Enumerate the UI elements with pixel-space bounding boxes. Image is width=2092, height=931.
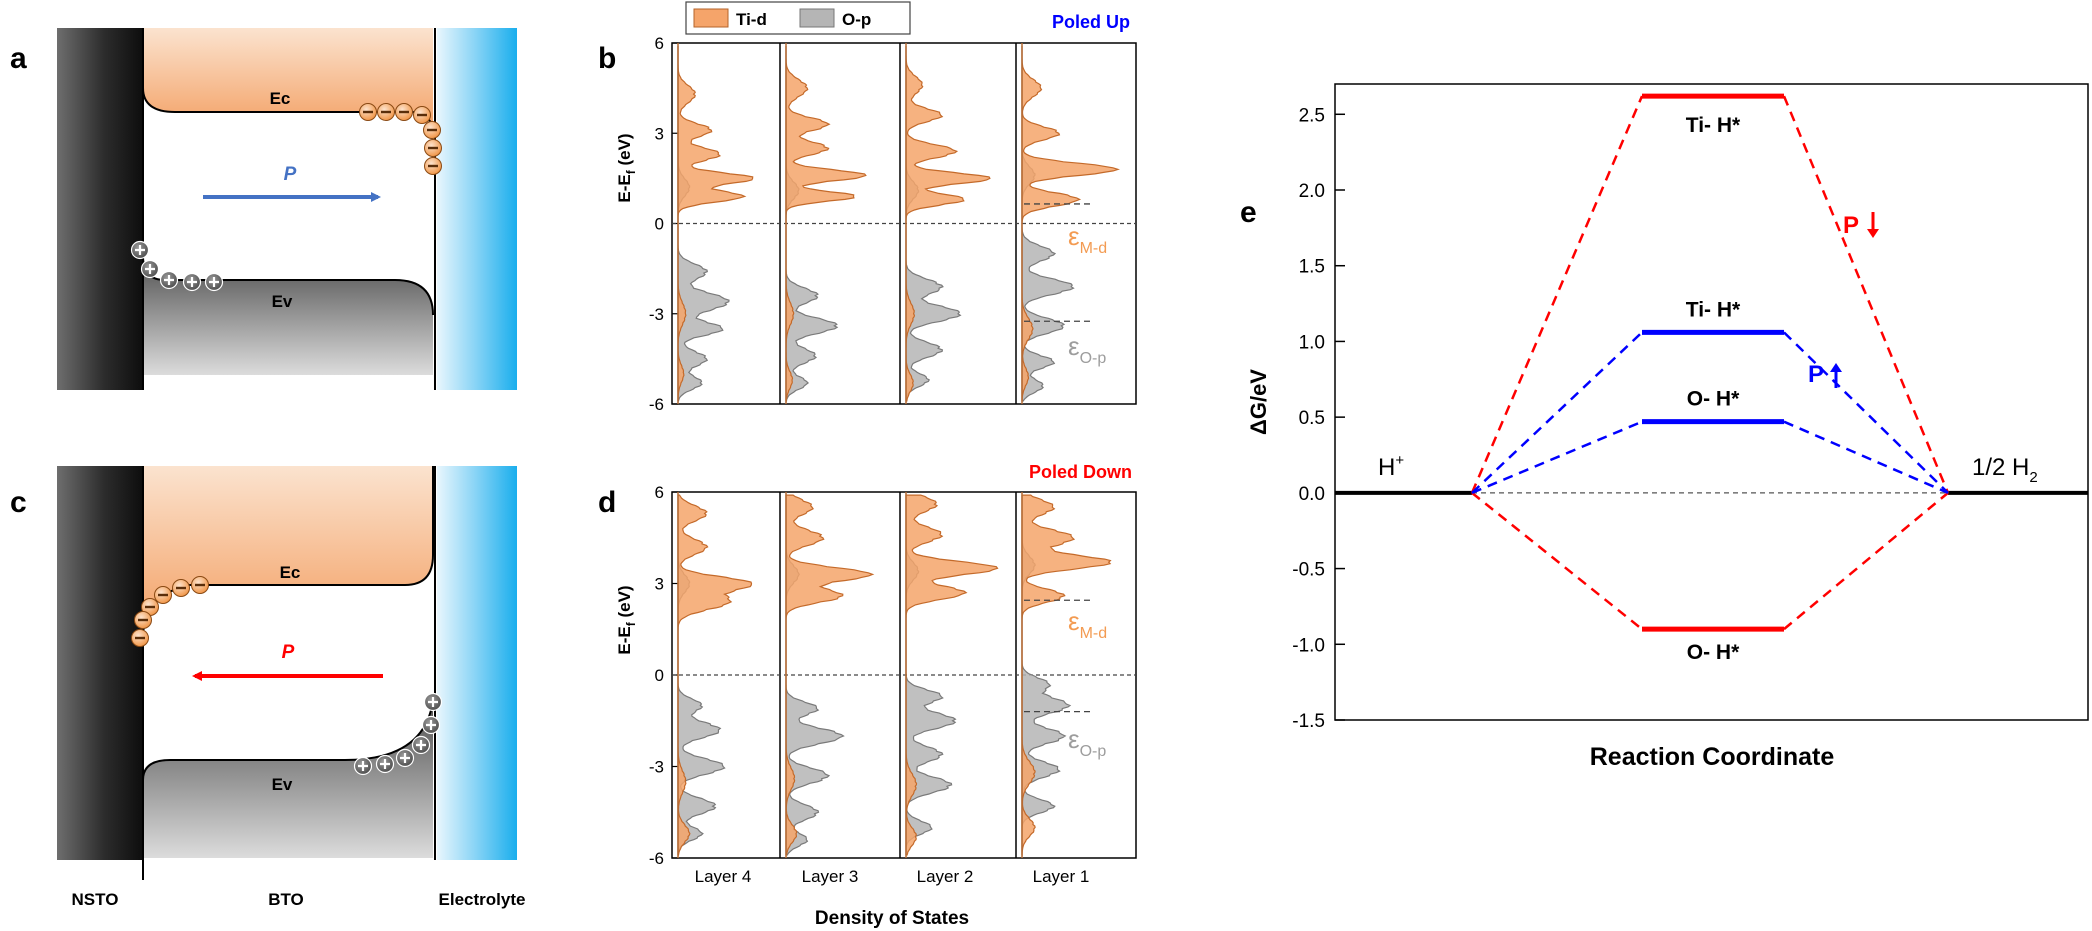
poled-down-title: Poled Down — [1029, 462, 1132, 482]
p-up-letter: P — [1808, 361, 1824, 388]
p-down-annotation: P — [1843, 212, 1879, 239]
dos-panels: b d Ti-d O-p Poled Up Poled Down E-Ef (e… — [598, 1, 1137, 929]
e-connector-left — [1470, 95, 1644, 494]
p-down-arrow-icon — [1867, 229, 1879, 238]
panel-a-band-diagram: a Ec Ev P — [10, 28, 517, 390]
e-ytick-label: 2.5 — [1299, 105, 1325, 126]
eps-md-label-b: εM-d — [1068, 221, 1107, 257]
e-level-label: Ti- H* — [1686, 298, 1741, 321]
dos-legend: Ti-d O-p — [685, 1, 911, 35]
legend-label-o-p: O-p — [842, 10, 871, 29]
e-level-label: Ti- H* — [1686, 114, 1741, 137]
dos-ytick-label: -3 — [649, 305, 664, 324]
dos-ytick-label: 3 — [655, 575, 664, 594]
dos-ytick-label: -6 — [649, 395, 664, 414]
e-connector-right — [1783, 420, 1949, 495]
e-level-label: O- H* — [1687, 388, 1740, 411]
e-ytick-label: 0.5 — [1299, 408, 1325, 429]
e-plot-frame — [1334, 83, 2089, 721]
e-connector-right — [1782, 95, 1950, 494]
electrolyte-label: Electrolyte — [439, 890, 526, 909]
p-up-annotation: P — [1808, 361, 1842, 388]
e-ytick-label: -0.5 — [1292, 560, 1325, 581]
eps-op-label-d: εO-p — [1068, 724, 1106, 760]
e-ytick-label: -1.5 — [1292, 711, 1325, 732]
polarization-label-a: P — [284, 164, 297, 185]
dos-ytick-label: 0 — [655, 215, 664, 234]
p-up-arrow-icon — [1830, 363, 1842, 372]
panel-label-e: e — [1240, 196, 1257, 229]
panel-label-b: b — [598, 42, 616, 75]
e-connector-right — [1783, 491, 1949, 631]
e-connector-left — [1471, 331, 1643, 494]
ec-label-c: Ec — [280, 563, 301, 582]
polarization-label-c: P — [282, 642, 295, 663]
electrons-a — [359, 103, 442, 175]
legend-swatch-o-p — [799, 8, 835, 28]
valence-band — [143, 256, 433, 375]
e-ytick-label: 2.0 — [1299, 181, 1325, 202]
e-xlabel: Reaction Coordinate — [1590, 743, 1835, 771]
e-ytick-label: 1.5 — [1299, 257, 1325, 278]
e-ytick-label: -1.0 — [1292, 635, 1325, 656]
e-connector-left — [1471, 491, 1643, 631]
eps-op-label-b: εO-p — [1068, 331, 1106, 367]
dos-ytick-label: 6 — [655, 34, 664, 53]
electrolyte-region — [437, 28, 517, 390]
layer-label-3: Layer 3 — [802, 867, 859, 886]
dos-ytick-label: 6 — [655, 483, 664, 502]
panel-c-band-diagram: c Ec Ev P NSTO BTO Electrol — [10, 466, 525, 909]
panel-label-d: d — [598, 486, 616, 519]
electrons-c — [131, 576, 209, 647]
legend-swatch-ti-d — [693, 8, 729, 28]
e-ylabel: ΔG/eV — [1246, 369, 1271, 435]
e-level-label: O- H* — [1687, 641, 1740, 664]
e-ytick-label: 0.0 — [1299, 484, 1325, 505]
ec-label: Ec — [270, 89, 291, 108]
legend-label-ti-d: Ti-d — [736, 10, 767, 29]
layer-label-1: Layer 1 — [1033, 867, 1090, 886]
nsto-electrode-c — [57, 466, 143, 860]
h-plus-label: H+ — [1378, 452, 1404, 481]
nsto-electrode — [57, 28, 143, 390]
dos-ytick-label: -6 — [649, 849, 664, 868]
e-plot-area: Ti- H* O- H* Ti- H* O- H* — [1335, 93, 2088, 664]
ev-label-c: Ev — [272, 775, 293, 794]
dos-ylabel-d: E-Ef (eV) — [615, 585, 638, 654]
dos-ylabel-b: E-Ef (eV) — [615, 133, 638, 202]
holes-a — [130, 240, 224, 292]
dos-ytick-label: -3 — [649, 758, 664, 777]
half-h2-label: 1/2 H2 — [1972, 454, 2038, 486]
bto-label: BTO — [268, 890, 304, 909]
dos-ytick-label: 0 — [655, 666, 664, 685]
dos-plot-poled-up: 6 3 0 -3 -6 — [649, 34, 1137, 414]
dos-plot-poled-down: 6 3 0 -3 -6 — [649, 483, 1137, 868]
panel-e-free-energy-diagram: e 2.5 2.0 1.5 1.0 0.5 0.0 -0.5 -1.0 -1.5 ΔG/eV R… — [1240, 83, 2089, 771]
dos-ytick-label: 3 — [655, 124, 664, 143]
conduction-band-c — [143, 466, 433, 638]
dos-xlabel: Density of States — [815, 908, 969, 929]
holes-c — [353, 692, 443, 776]
valence-band-c — [143, 700, 433, 858]
p-down-letter: P — [1843, 212, 1859, 239]
electrolyte-region-c — [437, 466, 517, 860]
e-connector-left — [1471, 420, 1643, 495]
poled-up-title: Poled Up — [1052, 12, 1130, 32]
e-connector-right — [1783, 331, 1949, 494]
eps-md-label-d: εM-d — [1068, 606, 1107, 642]
layer-label-4: Layer 4 — [695, 867, 752, 886]
panel-label-a: a — [10, 42, 27, 75]
layer-label-2: Layer 2 — [917, 867, 974, 886]
nsto-label: NSTO — [72, 890, 119, 909]
panel-label-c: c — [10, 486, 27, 519]
e-ytick-label: 1.0 — [1299, 332, 1325, 353]
e-y-axis: 2.5 2.0 1.5 1.0 0.5 0.0 -0.5 -1.0 -1.5 — [1292, 105, 1345, 732]
ev-label: Ev — [272, 292, 293, 311]
